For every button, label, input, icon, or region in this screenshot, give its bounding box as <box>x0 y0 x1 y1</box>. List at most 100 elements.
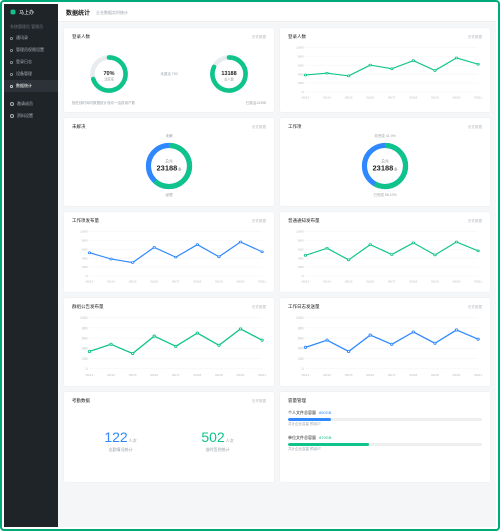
svg-text:06/21: 06/21 <box>258 373 266 377</box>
svg-text:400: 400 <box>298 73 304 77</box>
svg-text:200: 200 <box>298 82 304 86</box>
storage-amount: 870GB <box>319 435 331 440</box>
storage-name: 单位文件总容量 <box>288 435 316 440</box>
menu-icon <box>10 49 13 52</box>
page-header: 数据统计 企业数据实时统计 <box>58 4 496 22</box>
card-title: 群组公告发布量 <box>72 304 104 310</box>
svg-text:1000: 1000 <box>80 316 88 320</box>
storage-name: 个人文件总容量 <box>288 410 316 415</box>
svg-text:06/18: 06/18 <box>410 280 418 284</box>
user-icon <box>10 114 14 118</box>
svg-text:23188条: 23188条 <box>157 164 183 173</box>
sidebar-item-label: 通讯录 <box>16 35 28 41</box>
svg-text:06/17: 06/17 <box>172 373 180 377</box>
card-title: 登录人数 <box>288 34 306 40</box>
svg-text:06/18: 06/18 <box>410 96 418 100</box>
menu-icon <box>10 37 13 40</box>
card-worklog-send: 工作日志发送量 历史数据 1000800600400200006/1306/14… <box>280 298 490 386</box>
card-title: 未解决 <box>72 124 86 130</box>
svg-text:1000: 1000 <box>80 230 88 234</box>
storage-bar <box>288 443 482 446</box>
sidebar-item-label: 设备管理 <box>16 71 32 77</box>
bignum-value: 122 <box>104 429 127 445</box>
history-link[interactable]: 历史数据 <box>468 219 482 224</box>
svg-text:1000: 1000 <box>296 230 304 234</box>
svg-text:06/19: 06/19 <box>215 373 223 377</box>
history-link[interactable]: 历史数据 <box>468 35 482 40</box>
bignum-0: 122人次出勤情况统计 <box>104 429 136 453</box>
card-title: 工作日志发送量 <box>288 304 320 310</box>
svg-text:总人数: 总人数 <box>224 76 234 81</box>
svg-text:06/14: 06/14 <box>323 280 331 284</box>
sidebar-item-3[interactable]: 设备管理 <box>4 68 58 80</box>
sidebar-footer-label: 邀请成员 <box>17 101 33 107</box>
card-title: 考勤数据 <box>72 398 90 404</box>
history-link[interactable]: 历史数据 <box>252 305 266 310</box>
brand-text: 马上办 <box>19 9 34 16</box>
history-link[interactable]: 历史数据 <box>252 125 266 130</box>
history-link[interactable]: 历史数据 <box>468 305 482 310</box>
svg-text:06/20: 06/20 <box>453 373 461 377</box>
svg-text:13188: 13188 <box>221 70 236 76</box>
storage-amount: 850GB <box>319 410 331 415</box>
svg-text:200: 200 <box>82 357 88 361</box>
svg-text:06/21: 06/21 <box>474 373 482 377</box>
svg-text:06/21: 06/21 <box>474 96 482 100</box>
content-scroll[interactable]: 登录人数 历史数据 70%活跃率 未激活 790 13188总人数 指在线时间内… <box>58 22 496 527</box>
svg-text:06/15: 06/15 <box>129 373 137 377</box>
sidebar-footer-item-0[interactable]: 邀请成员 <box>4 98 58 110</box>
svg-text:06/20: 06/20 <box>237 373 245 377</box>
history-link[interactable]: 历史数据 <box>252 35 266 40</box>
svg-text:1000: 1000 <box>296 316 304 320</box>
main: 数据统计 企业数据实时统计 登录人数 历史数据 70%活跃率 未激活 790 1… <box>58 4 496 527</box>
card-group-announcement: 群组公告发布量 历史数据 1000800600400200006/1306/14… <box>64 298 274 386</box>
bignum-unit: 人次 <box>129 438 137 443</box>
svg-text:06/13: 06/13 <box>302 280 310 284</box>
svg-text:23188条: 23188条 <box>373 164 399 173</box>
svg-text:06/16: 06/16 <box>366 96 374 100</box>
svg-text:800: 800 <box>298 239 304 243</box>
svg-text:06/19: 06/19 <box>431 373 439 377</box>
history-link[interactable]: 历史数据 <box>252 219 266 224</box>
storage-bar <box>288 418 482 421</box>
svg-text:600: 600 <box>298 337 304 341</box>
svg-text:06/16: 06/16 <box>366 280 374 284</box>
sidebar-section-title: 系统管理员 管理员 <box>4 20 58 32</box>
svg-text:06/16: 06/16 <box>150 373 158 377</box>
svg-text:200: 200 <box>82 266 88 270</box>
history-link[interactable]: 历史数据 <box>468 125 482 130</box>
svg-text:0: 0 <box>302 275 304 279</box>
svg-text:06/14: 06/14 <box>107 373 115 377</box>
card-workitems-donut: 工作项 历史数据 未完成 41.9% 总共23188条 已完成 58.10% <box>280 118 490 206</box>
sidebar-item-label: 登录日志 <box>16 59 32 65</box>
sidebar-item-4[interactable]: 数据统计 <box>4 80 58 92</box>
menu-icon <box>10 85 13 88</box>
bignum-label: 出勤情况统计 <box>104 447 136 453</box>
bignum-1: 502人次准时签到统计 <box>201 429 233 453</box>
card-login-gauges: 登录人数 历史数据 70%活跃率 未激活 790 13188总人数 指在线时间内… <box>64 28 274 112</box>
svg-text:06/15: 06/15 <box>345 280 353 284</box>
sidebar-item-1[interactable]: 管理员权限设置 <box>4 44 58 56</box>
card-workitem-publish: 工作项发布量 历史数据 1000800600400200006/1306/140… <box>64 212 274 292</box>
svg-text:0: 0 <box>302 91 304 95</box>
svg-text:06/19: 06/19 <box>431 280 439 284</box>
storage-row-1: 单位文件总容量870GB共计企业容量 预设2T <box>288 435 482 452</box>
svg-text:06/14: 06/14 <box>323 373 331 377</box>
sidebar-footer-item-1[interactable]: 资料设置 <box>4 110 58 122</box>
sidebar-item-2[interactable]: 登录日志 <box>4 56 58 68</box>
sidebar-item-0[interactable]: 通讯录 <box>4 32 58 44</box>
svg-text:06/17: 06/17 <box>388 373 396 377</box>
svg-text:06/15: 06/15 <box>129 280 137 284</box>
card-attendance: 考勤数据 历史数据 122人次出勤情况统计 502人次准时签到统计 <box>64 392 274 482</box>
page-subtitle: 企业数据实时统计 <box>96 10 128 16</box>
svg-text:06/21: 06/21 <box>258 280 266 284</box>
storage-row-0: 个人文件总容量850GB共计企业容量 预设2T <box>288 410 482 427</box>
brand-logo: 马上办 <box>4 4 58 20</box>
svg-text:800: 800 <box>298 55 304 59</box>
card-storage: 容量管理 个人文件总容量850GB共计企业容量 预设2T单位文件总容量870GB… <box>280 392 490 482</box>
svg-text:总共: 总共 <box>165 158 173 163</box>
svg-text:06/19: 06/19 <box>431 96 439 100</box>
sidebar-footer-label: 资料设置 <box>17 113 33 119</box>
svg-text:400: 400 <box>298 347 304 351</box>
history-link[interactable]: 历史数据 <box>252 399 266 404</box>
